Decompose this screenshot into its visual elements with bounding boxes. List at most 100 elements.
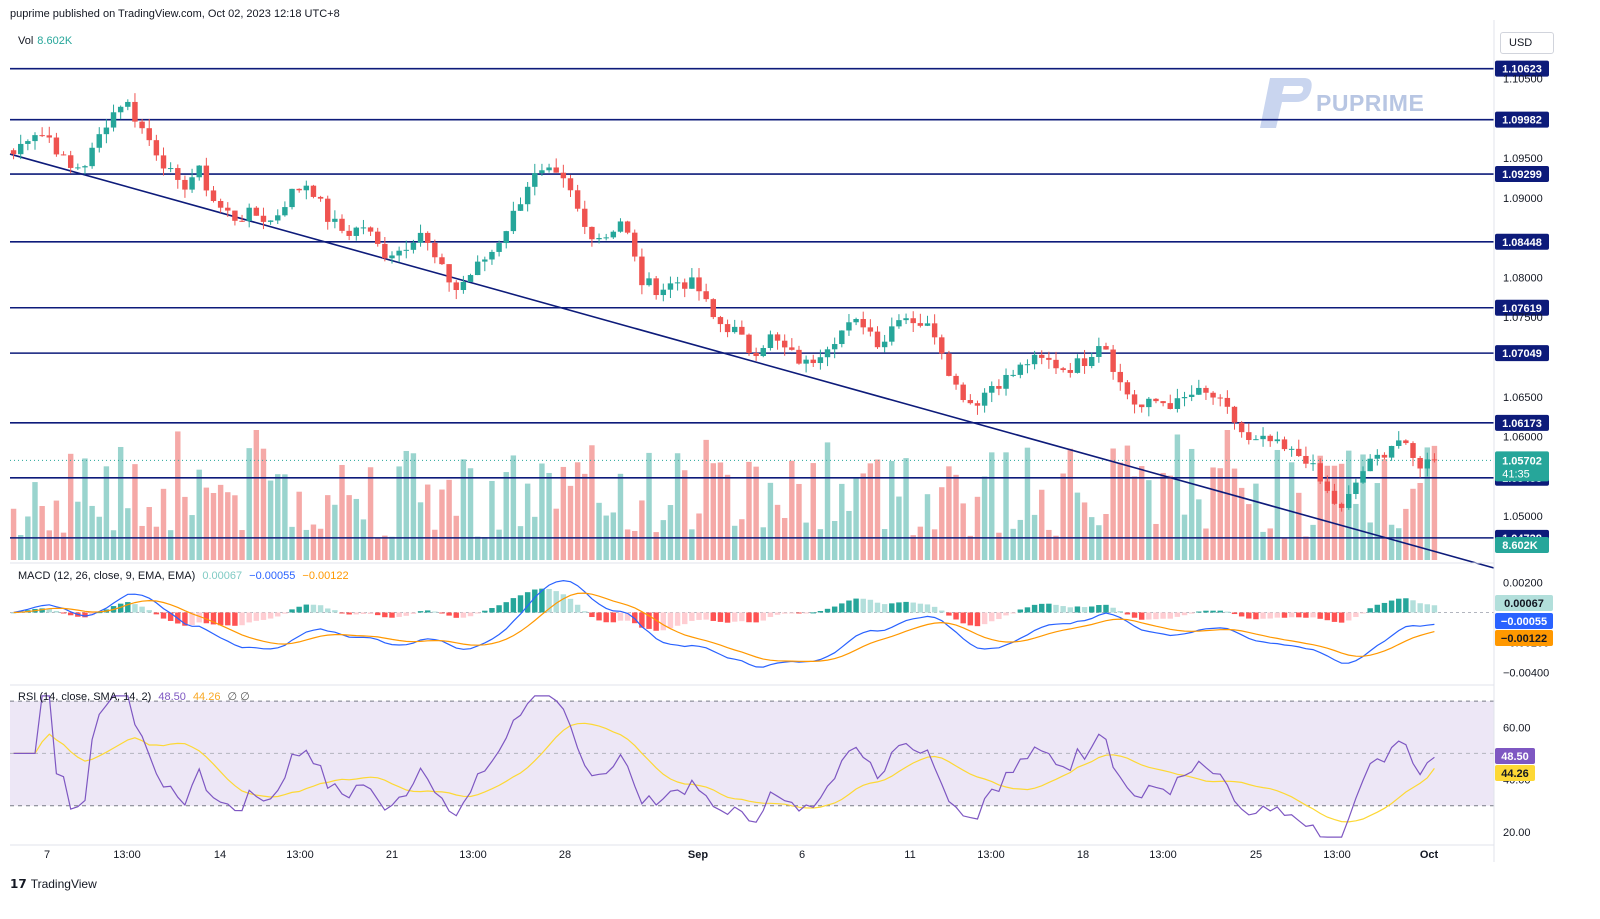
volume-bar (1381, 459, 1388, 560)
volume-bar (1138, 466, 1145, 560)
rsi-legend-ma: 44.26 (192, 691, 221, 703)
volume-bar (1281, 537, 1288, 560)
macd-value-tag (1495, 630, 1553, 646)
puprime-logo-icon (1260, 78, 1312, 128)
candle-body (432, 242, 438, 258)
candle-body (1017, 364, 1024, 375)
candle-body (1096, 346, 1102, 357)
candle-body (1431, 459, 1438, 461)
volume-bar (1117, 462, 1123, 560)
volume-bar (781, 517, 788, 560)
macd-histogram-bar (1303, 612, 1309, 618)
candle-body (924, 323, 931, 326)
candle-body (667, 283, 674, 290)
time-tick-label: 13:00 (977, 849, 1005, 861)
macd-histogram-bar (939, 610, 945, 613)
macd-histogram-bar (10, 612, 17, 614)
volume-bar (1396, 528, 1402, 560)
macd-histogram-bar (831, 606, 838, 613)
volume-bar (110, 530, 117, 560)
candle-body (1410, 443, 1416, 458)
level-tag (1495, 60, 1549, 77)
volume-bar (1153, 523, 1159, 560)
candle-body (903, 318, 909, 321)
candle-body (724, 324, 731, 333)
macd-histogram-bar (353, 612, 360, 615)
macd-histogram-bar (589, 612, 595, 618)
macd-histogram-bar (453, 612, 459, 618)
volume-bar (889, 461, 895, 560)
candle-body (1346, 493, 1352, 508)
candle-body (424, 232, 431, 243)
volume-bar (1010, 528, 1016, 560)
macd-histogram-bar (417, 611, 424, 613)
macd-histogram-bar (596, 612, 602, 621)
candle-body (1388, 445, 1395, 458)
candle-body (1374, 454, 1381, 459)
volume-bar (460, 459, 467, 560)
candle-body (960, 384, 966, 401)
candle-body (482, 259, 488, 262)
macd-histogram-bar (382, 612, 388, 618)
candle-body (803, 359, 809, 364)
rsi-line (13, 695, 1435, 838)
macd-histogram-bar (1124, 612, 1131, 615)
candle-body (881, 341, 888, 348)
macd-histogram-bar (389, 612, 395, 618)
macd-histogram-bar (1131, 612, 1138, 618)
macd-histogram-bar (1217, 610, 1223, 613)
macd-tick-label: 0.00200 (1503, 578, 1543, 590)
volume-bar (1060, 473, 1066, 560)
candle-body (546, 167, 552, 171)
price-tick-label: 1.10500 (1503, 73, 1543, 85)
time-tick-label: 14 (214, 849, 226, 861)
candle-body (1181, 397, 1188, 399)
macd-histogram-bar (731, 612, 738, 622)
price-axis: 1.10623 1.09982 1.09299 1.08448 1.07619 1.070… (10, 20, 1553, 862)
volume-bar (339, 464, 345, 560)
macd-histogram-bar (517, 595, 524, 613)
volume-bar (424, 484, 431, 560)
candle-body (253, 207, 260, 216)
currency-button[interactable]: USD (1500, 32, 1554, 54)
level-tag (1495, 111, 1549, 128)
candle-body (539, 170, 545, 174)
price-tick-label: 1.06000 (1503, 432, 1543, 444)
macd-histogram-bar (560, 594, 567, 613)
macd-histogram-bar (667, 612, 674, 629)
macd-histogram-bar (467, 612, 474, 617)
candle-body (624, 221, 631, 233)
volume-bar (1146, 480, 1152, 560)
macd-histogram-bar (582, 611, 588, 613)
time-tick-label: 13:00 (459, 849, 487, 861)
volume-bar (117, 446, 124, 560)
volume-bar (510, 455, 517, 560)
candle-body (282, 207, 288, 216)
volume-bar (817, 529, 824, 560)
volume-bar (196, 469, 202, 560)
volume-bar (546, 472, 552, 560)
candle-body (974, 403, 981, 406)
macd-histogram-bar (82, 612, 88, 618)
candle-body (60, 154, 67, 156)
rsi-band (10, 701, 1494, 806)
candle-body (46, 135, 52, 138)
candle-body (1081, 358, 1088, 367)
macd-histogram-bar (810, 612, 816, 614)
macd-histogram-bar (1346, 612, 1352, 621)
macd-histogram-bar (1188, 612, 1195, 614)
macd-histogram-bar (617, 612, 624, 621)
macd-histogram-bar (1039, 603, 1045, 613)
macd-histogram-bar (839, 603, 845, 613)
macd-histogram-bar (1288, 612, 1295, 618)
candle-body (1217, 397, 1223, 399)
macd-histogram-bar (853, 598, 859, 613)
macd-histogram-bar (889, 603, 895, 613)
candle-body (374, 231, 381, 244)
macd-histogram-bar (739, 612, 745, 622)
macd-histogram-bar (1153, 612, 1159, 620)
macd-histogram-bar (1388, 600, 1395, 613)
time-axis: 7 13:00 14 13:00 21 13:00 28 Sep 6 11 13:00 18 13:00… (10, 844, 1494, 861)
macd-histogram-bar (860, 598, 866, 613)
